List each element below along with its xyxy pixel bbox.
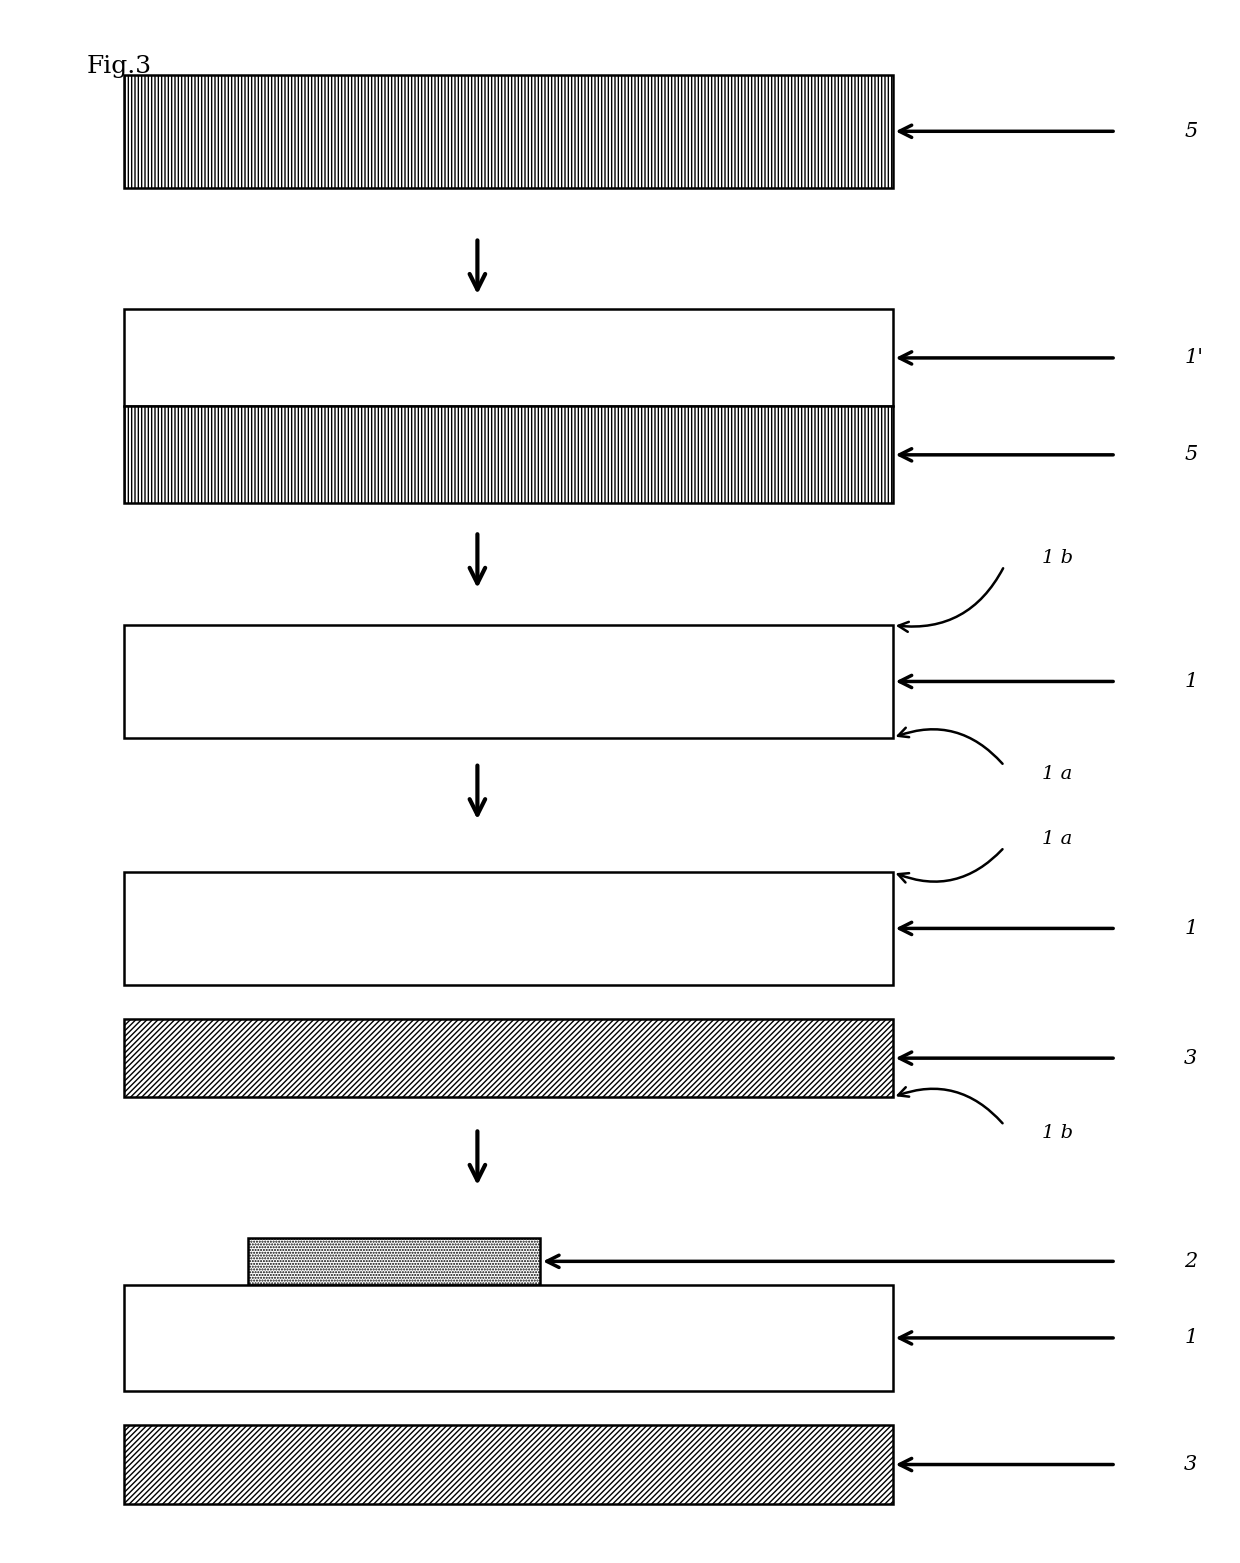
Text: 1: 1 — [1184, 919, 1198, 938]
Text: 1 b: 1 b — [1042, 549, 1073, 567]
Bar — [124, 406, 893, 503]
Bar — [124, 75, 893, 188]
Text: 1 a: 1 a — [1042, 764, 1071, 783]
Text: 3: 3 — [1184, 1049, 1198, 1068]
Text: 3: 3 — [1184, 1455, 1198, 1474]
Bar — [124, 1285, 893, 1391]
Text: 2: 2 — [1184, 1252, 1198, 1271]
Text: 1': 1' — [1184, 349, 1203, 367]
Bar — [124, 1019, 893, 1097]
Text: 5: 5 — [1184, 122, 1198, 141]
Text: 5: 5 — [1184, 445, 1198, 464]
Bar — [248, 1238, 541, 1285]
Bar — [124, 1425, 893, 1504]
Bar — [124, 309, 893, 406]
Text: 1 a: 1 a — [1042, 830, 1071, 849]
Text: Fig.3: Fig.3 — [87, 55, 153, 78]
Text: 1 b: 1 b — [1042, 1124, 1073, 1143]
Bar — [124, 872, 893, 985]
Text: 1: 1 — [1184, 672, 1198, 691]
Bar — [124, 625, 893, 738]
Text: 1: 1 — [1184, 1329, 1198, 1347]
